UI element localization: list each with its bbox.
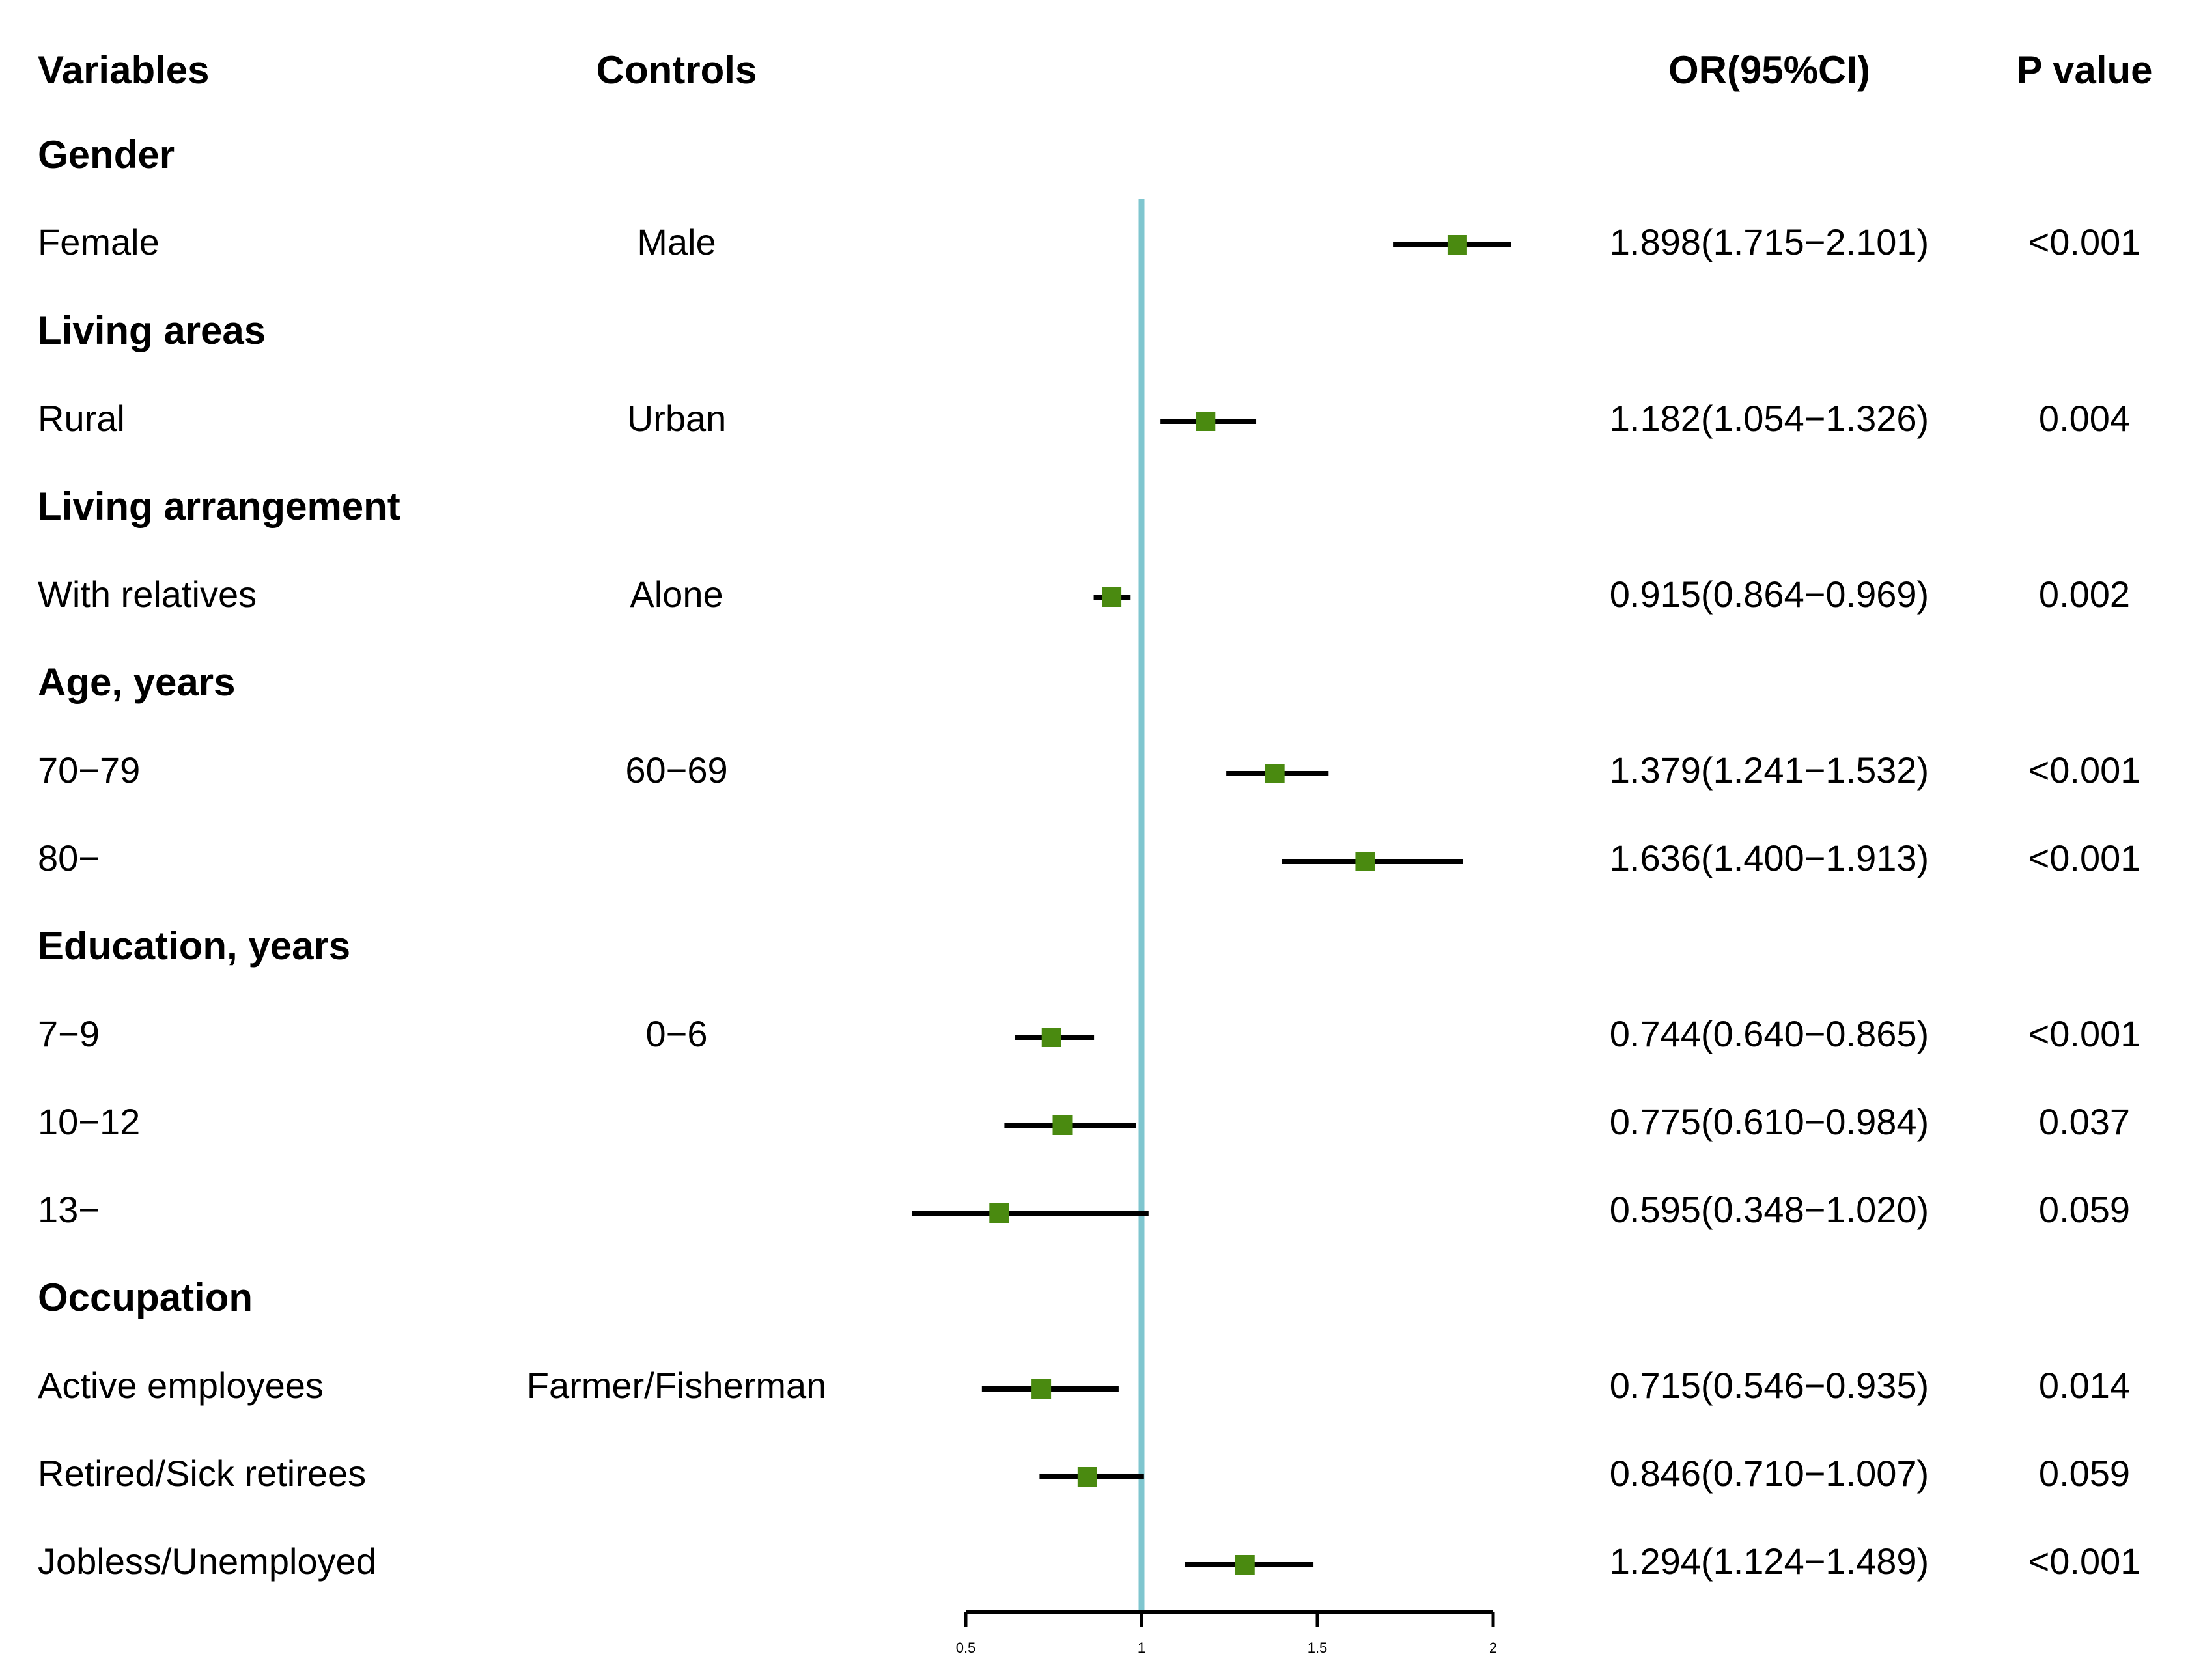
or-ci-value: 1.182(1.054−1.326) xyxy=(1609,398,1929,439)
or-marker xyxy=(1235,1555,1255,1575)
variable-label: 70−79 xyxy=(38,749,141,791)
p-value: <0.001 xyxy=(2028,749,2141,791)
variable-label: With relatives xyxy=(38,574,257,615)
control-label: Urban xyxy=(626,398,727,439)
p-value: 0.002 xyxy=(2038,574,2131,615)
variable-label: Retired/Sick retirees xyxy=(38,1453,367,1494)
x-tick-label: 2 xyxy=(1489,1640,1497,1656)
p-value: <0.001 xyxy=(2028,221,2141,262)
group-heading: Occupation xyxy=(38,1276,253,1319)
control-label: Male xyxy=(637,221,716,262)
control-label: 0−6 xyxy=(645,1013,708,1054)
x-tick-label: 1.5 xyxy=(1308,1640,1328,1656)
group-heading: Gender xyxy=(38,133,175,176)
or-ci-value: 0.715(0.546−0.935) xyxy=(1609,1365,1929,1406)
or-marker xyxy=(1077,1467,1097,1487)
p-value: <0.001 xyxy=(2028,837,2141,878)
or-marker xyxy=(1447,235,1467,255)
x-tick-label: 0.5 xyxy=(956,1640,976,1656)
variable-label: 7−9 xyxy=(38,1013,100,1054)
or-marker xyxy=(1031,1379,1052,1399)
or-ci-value: 0.846(0.710−1.007) xyxy=(1609,1453,1929,1494)
p-value: 0.004 xyxy=(2038,398,2131,439)
or-marker xyxy=(1052,1115,1073,1135)
variable-label: Jobless/Unemployed xyxy=(38,1541,376,1582)
p-value: <0.001 xyxy=(2028,1013,2141,1054)
group-heading: Education, years xyxy=(38,924,351,968)
group-heading: Living arrangement xyxy=(38,484,400,528)
p-value: 0.059 xyxy=(2038,1189,2131,1230)
control-label: Farmer/Fisherman xyxy=(526,1365,827,1406)
p-value: 0.014 xyxy=(2038,1365,2131,1406)
or-marker xyxy=(989,1203,1009,1223)
or-marker xyxy=(1355,852,1375,871)
or-ci-value: 1.898(1.715−2.101) xyxy=(1609,221,1929,262)
variable-label: Active employees xyxy=(38,1365,324,1406)
or-marker xyxy=(1196,412,1216,431)
variable-label: 80− xyxy=(38,837,100,878)
or-marker xyxy=(1265,764,1285,783)
or-marker xyxy=(1041,1028,1061,1047)
or-ci-value: 0.915(0.864−0.969) xyxy=(1609,574,1929,615)
or-ci-value: 1.379(1.241−1.532) xyxy=(1609,749,1929,791)
header-or: OR(95%CI) xyxy=(1668,48,1871,92)
group-heading: Living areas xyxy=(38,309,266,352)
header-p-value: P value xyxy=(2016,48,2153,92)
or-marker xyxy=(1102,587,1122,607)
or-ci-value: 1.636(1.400−1.913) xyxy=(1609,837,1929,878)
variable-label: Rural xyxy=(38,398,125,439)
or-ci-value: 1.294(1.124−1.489) xyxy=(1609,1541,1929,1582)
control-label: 60−69 xyxy=(625,749,728,791)
x-tick-label: 1 xyxy=(1138,1640,1145,1656)
header-variables: Variables xyxy=(38,48,210,92)
variable-label: 13− xyxy=(38,1189,100,1230)
header-controls: Controls xyxy=(596,48,757,92)
variable-label: Female xyxy=(38,221,160,262)
or-ci-value: 0.595(0.348−1.020) xyxy=(1609,1189,1929,1230)
or-ci-value: 0.775(0.610−0.984) xyxy=(1609,1101,1929,1142)
or-ci-value: 0.744(0.640−0.865) xyxy=(1609,1013,1929,1054)
group-heading: Age, years xyxy=(38,660,236,704)
p-value: 0.037 xyxy=(2038,1101,2131,1142)
variable-label: 10−12 xyxy=(38,1101,141,1142)
p-value: <0.001 xyxy=(2028,1541,2141,1582)
control-label: Alone xyxy=(630,574,723,615)
p-value: 0.059 xyxy=(2038,1453,2131,1494)
